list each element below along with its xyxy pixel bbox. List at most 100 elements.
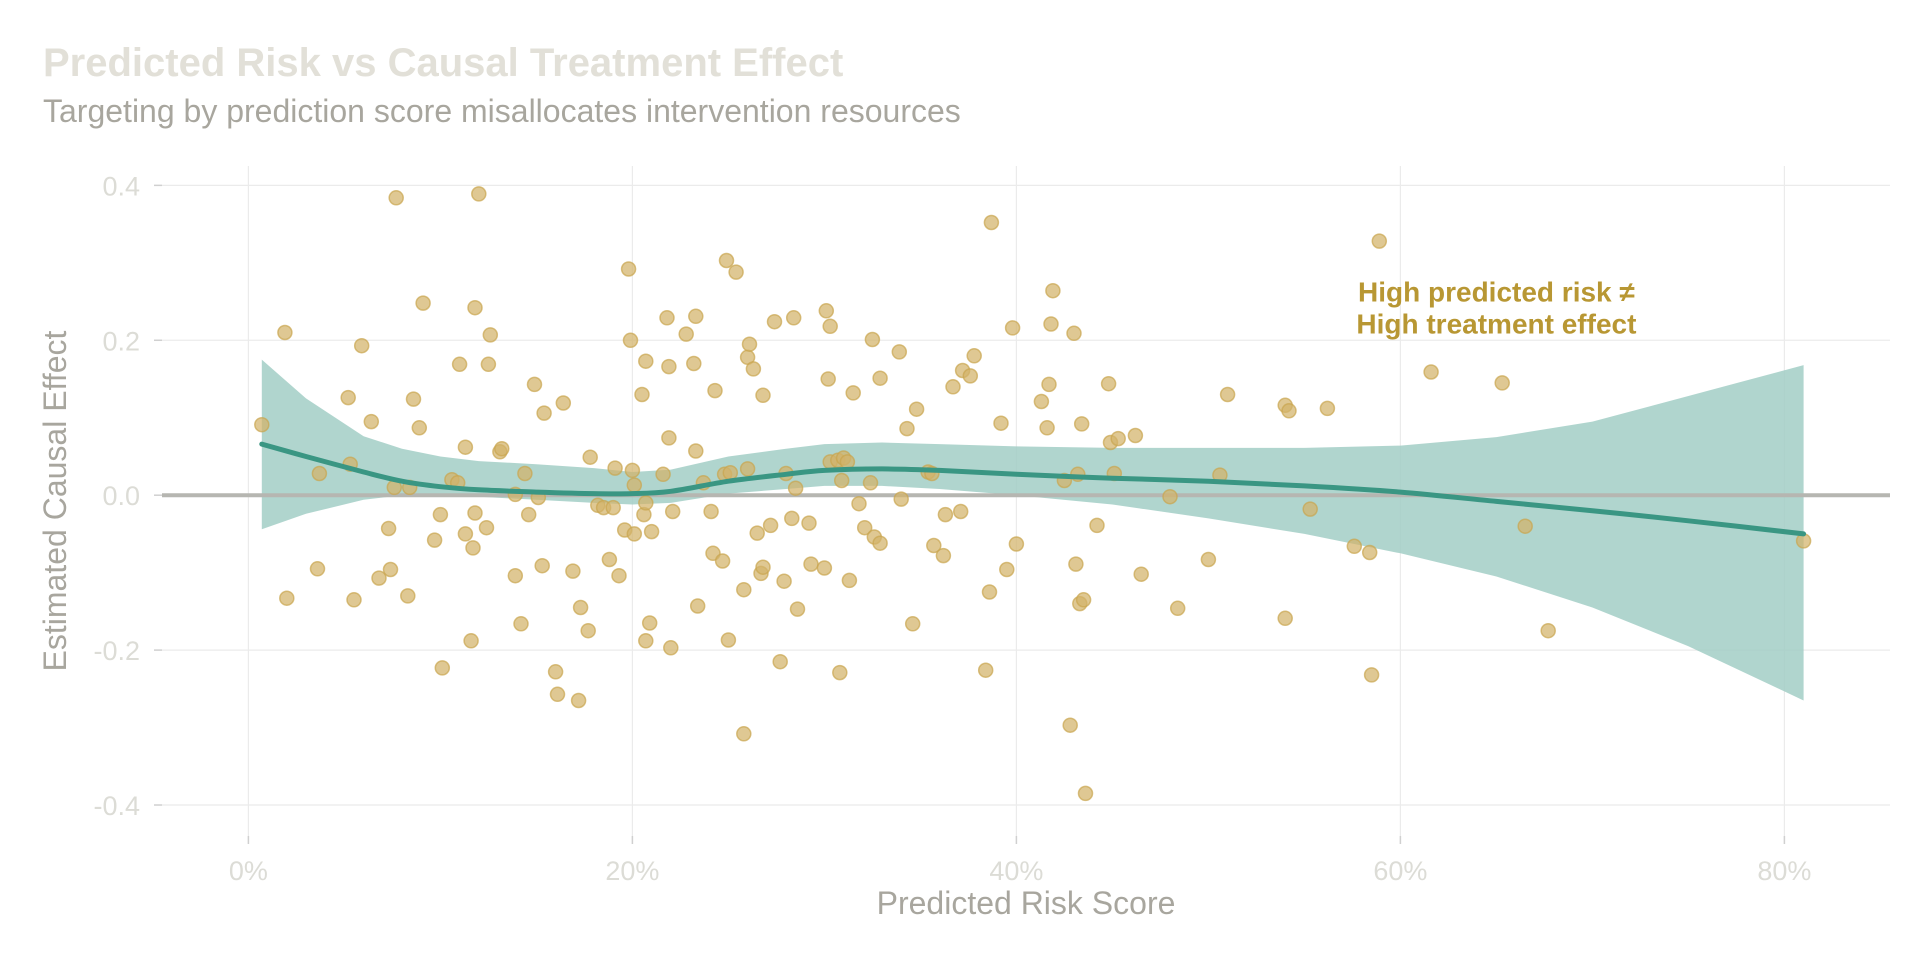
- scatter-point: [762, 517, 779, 534]
- scatter-point: [977, 662, 994, 678]
- scatter-point: [1281, 403, 1297, 419]
- scatter-point: [1100, 375, 1117, 392]
- scatter-point: [549, 686, 566, 703]
- scatter-point: [1008, 536, 1025, 552]
- x-axis-title: Predicted Risk Score: [877, 885, 1176, 921]
- scatter-point: [962, 368, 979, 384]
- scatter-point: [999, 561, 1015, 578]
- scatter-point: [611, 567, 627, 584]
- scatter-point: [457, 526, 474, 542]
- scatter-point: [467, 505, 483, 521]
- scatter-point: [935, 547, 952, 564]
- scatter-point: [426, 532, 443, 548]
- scatter-point: [893, 491, 909, 507]
- scatter-point: [707, 382, 723, 399]
- scatter-point: [254, 416, 270, 433]
- scatter-point: [526, 376, 543, 393]
- y-tick-label: 0.4: [102, 171, 140, 201]
- scatter-point: [659, 310, 675, 326]
- scatter-point: [340, 389, 356, 406]
- scatter-point: [465, 540, 481, 556]
- y-tick-label: -0.2: [93, 636, 140, 666]
- scatter-point: [405, 391, 422, 407]
- scatter-point: [841, 572, 858, 589]
- scatter-point: [638, 353, 654, 369]
- scatter-point: [661, 358, 677, 375]
- scatter-point: [457, 439, 474, 455]
- scatter-point: [663, 640, 679, 656]
- scatter-point: [434, 660, 451, 676]
- scatter-point: [728, 264, 744, 280]
- scatter-point: [1004, 320, 1021, 336]
- scatter-point: [1363, 667, 1380, 683]
- scatter-point: [803, 556, 819, 572]
- scatter-point: [620, 261, 637, 277]
- scatter-point: [415, 295, 431, 311]
- scatter-point: [856, 519, 873, 536]
- scatter-point: [309, 561, 326, 577]
- scatter-point: [789, 601, 806, 617]
- scatter-point: [952, 503, 969, 520]
- scatter-point: [851, 495, 867, 512]
- confidence-band: [261, 359, 1804, 701]
- scatter-point: [547, 664, 564, 680]
- scatter-point: [520, 506, 537, 523]
- scatter-point: [899, 420, 915, 437]
- scatter-point: [703, 503, 719, 520]
- scatter-point: [451, 356, 468, 373]
- scatter-point: [1077, 785, 1094, 802]
- scatter-point: [638, 633, 654, 649]
- scatter-point: [626, 477, 643, 493]
- scatter-point: [1319, 400, 1336, 417]
- scatter-point: [1162, 488, 1178, 505]
- x-tick-label: 0%: [229, 856, 268, 886]
- scatter-point: [1371, 233, 1388, 249]
- annotation-line-1: High predicted risk ≠: [1358, 276, 1635, 307]
- scatter-point: [1494, 375, 1510, 391]
- chart-subtitle: Targeting by prediction score misallocat…: [43, 93, 961, 129]
- axis-ticks: 0% 20% 40% 60% 80% 0.4 0.2 0.0 -0.2 -0.4: [93, 171, 1811, 886]
- scatter-point: [776, 573, 792, 589]
- scatter-point: [507, 567, 524, 584]
- scatter-point: [741, 336, 758, 352]
- scatter-point: [607, 460, 623, 476]
- scatter-point: [983, 214, 1000, 231]
- scatter-point: [1062, 717, 1078, 733]
- scatter-point: [494, 440, 510, 457]
- scatter-point: [1033, 393, 1050, 410]
- scatter-point: [714, 553, 731, 569]
- scatter-point: [832, 664, 848, 681]
- scatter-point: [833, 472, 850, 489]
- scatter-point: [467, 299, 483, 316]
- scatter-point: [1219, 386, 1236, 403]
- scatter-point: [400, 588, 416, 604]
- confidence-band-layer: [261, 359, 1804, 701]
- scatter-point: [904, 616, 921, 632]
- scatter-point: [570, 692, 587, 709]
- scatter-point: [926, 537, 942, 554]
- scatter-point: [471, 186, 487, 202]
- smooth-line-layer: [259, 441, 1807, 537]
- scatter-point: [736, 726, 752, 742]
- chart-title: Predicted Risk vs Causal Treatment Effec…: [43, 41, 843, 85]
- scatter-point: [981, 584, 998, 600]
- scatter-point: [891, 344, 908, 360]
- scatter-point: [722, 464, 739, 481]
- y-tick-label: -0.4: [93, 791, 140, 821]
- scatter-point: [382, 561, 399, 578]
- scatter-point: [634, 386, 650, 403]
- scatter-point: [1346, 538, 1363, 555]
- scatter-point: [966, 348, 982, 364]
- y-tick-label: 0.0: [102, 481, 140, 511]
- x-tick-label: 40%: [989, 856, 1043, 886]
- data-points: [254, 186, 1812, 802]
- scatter-point: [311, 465, 328, 482]
- scatter-point: [432, 506, 449, 523]
- scatter-point: [745, 361, 762, 377]
- scatter-point: [755, 559, 771, 575]
- scatter-point: [1302, 501, 1318, 517]
- scatter-point: [937, 506, 954, 523]
- smooth-trend-line: [259, 441, 1807, 537]
